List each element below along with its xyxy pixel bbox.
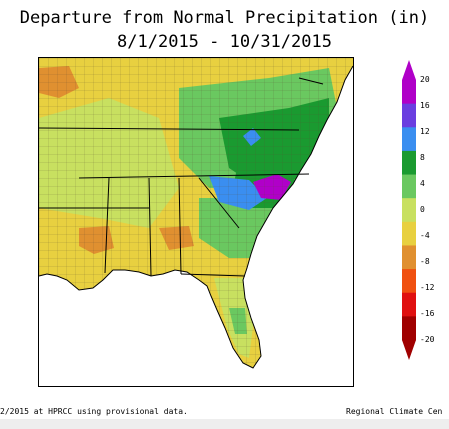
map-title-line2: 8/1/2015 - 10/31/2015: [117, 32, 332, 52]
legend-label: -20: [420, 335, 435, 344]
legend-color-step: [402, 316, 416, 341]
legend-color-step: [402, 174, 416, 199]
legend-label: 4: [420, 179, 425, 188]
legend-color-step: [402, 80, 416, 105]
legend-color-step: [402, 127, 416, 152]
footer-left-note: 2/2015 at HPRCC using provisional data.: [0, 407, 188, 416]
legend-color-step: [402, 221, 416, 246]
coastline: [39, 65, 353, 369]
state-boundaries: [39, 77, 324, 277]
legend-label: -8: [420, 257, 430, 266]
legend-colorbar: [402, 60, 416, 360]
legend-bottom-arrow: [402, 340, 416, 360]
color-legend: 20 16 12 8 4 0 -4 -8 -12 -16 -20: [402, 60, 449, 360]
legend-top-arrow: [402, 60, 416, 80]
legend-color-step: [402, 103, 416, 128]
legend-label: 0: [420, 205, 425, 214]
legend-label: 8: [420, 153, 425, 162]
precipitation-map: [38, 57, 354, 387]
legend-color-step: [402, 292, 416, 317]
legend-color-step: [402, 245, 416, 270]
map-title-line1: Departure from Normal Precipitation (in): [19, 8, 430, 28]
legend-label: 16: [420, 101, 430, 110]
footer-right-credit: Regional Climate Cen: [346, 407, 443, 416]
legend-label: -4: [420, 231, 430, 240]
legend-color-step: [402, 269, 416, 294]
legend-color-step: [402, 198, 416, 223]
legend-color-step: [402, 150, 416, 176]
legend-label: 12: [420, 127, 430, 136]
legend-label: -16: [420, 309, 435, 318]
legend-label: 20: [420, 75, 430, 84]
legend-label: -12: [420, 283, 435, 292]
bottom-bar: [0, 419, 449, 429]
